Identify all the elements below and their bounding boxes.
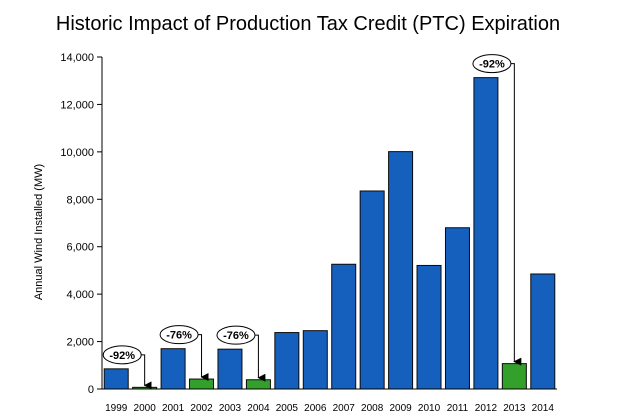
y-tick-label: 4,000	[66, 289, 94, 301]
annotation-bubble	[472, 54, 512, 74]
bar-2012	[473, 77, 499, 390]
x-tick-label: 2006	[304, 403, 327, 414]
annotation-label: -92%	[479, 59, 505, 71]
annotation-bubble	[102, 345, 142, 365]
annotation-3: -76%	[216, 325, 266, 382]
y-axis: 0 2,000 4,000 6,000 8,000 10,000 12,000 14,000	[60, 52, 103, 396]
x-tick-label: 2004	[247, 403, 270, 414]
x-tick-label: 2009	[389, 403, 412, 414]
bar-2001	[160, 348, 186, 390]
x-tick-label: 2014	[532, 403, 555, 414]
annotations: -92% -76% -76% -92%	[102, 54, 522, 390]
annotation-arrow	[507, 63, 522, 366]
annotation-label: -76%	[223, 330, 249, 342]
x-tick-label: 2007	[333, 403, 356, 414]
bar-2003	[217, 348, 243, 390]
bar-2006	[302, 330, 328, 390]
x-tick-label: 2010	[418, 403, 441, 414]
x-tick-label: 2013	[503, 403, 526, 414]
y-tick-label: 0	[88, 384, 94, 396]
x-tick-label: 2002	[190, 403, 213, 414]
annotation-label: -92%	[109, 350, 135, 362]
y-tick-label: 10,000	[60, 147, 94, 159]
x-tick-label: 2012	[475, 403, 498, 414]
x-tick-label: 2003	[219, 403, 242, 414]
annotation-arrow	[251, 334, 266, 382]
annotation-bubble	[216, 325, 256, 345]
bar-2008	[359, 190, 385, 390]
x-tick-label: 1999	[105, 403, 128, 414]
annotation-bubble	[159, 325, 199, 345]
x-tick-label: 2011	[447, 403, 469, 414]
bar-2004	[245, 379, 271, 390]
x-tick-label: 2008	[361, 403, 384, 414]
chart-title: Historic Impact of Production Tax Credit…	[56, 13, 560, 35]
y-axis-label: Annual Wind Installed (MW)	[33, 164, 45, 300]
x-tick-label: 2001	[162, 403, 185, 414]
bar-2002	[189, 378, 215, 390]
bar-1999	[103, 368, 129, 390]
bar-2009	[388, 151, 414, 390]
annotation-2: -76%	[159, 325, 209, 382]
y-tick-label: 8,000	[66, 194, 94, 206]
bar-2014	[530, 273, 556, 390]
x-tick-label: 2000	[134, 403, 157, 414]
bar-2013	[501, 363, 527, 390]
y-tick-label: 2,000	[66, 337, 94, 349]
annotation-label: -76%	[166, 330, 192, 342]
bar-2010	[416, 264, 442, 390]
x-axis: 1999 2000 2001 2002 2003 2004 2005 2006 2007 2008…	[102, 388, 557, 414]
annotation-arrow	[195, 334, 209, 382]
y-tick-label: 12,000	[60, 99, 94, 111]
bar-2005	[274, 332, 300, 390]
bar-2011	[444, 227, 470, 390]
bar-2007	[331, 263, 357, 390]
y-tick-label: 14,000	[60, 52, 94, 64]
x-tick-label: 2005	[276, 403, 299, 414]
y-tick-label: 6,000	[66, 242, 94, 254]
annotation-1: -92%	[102, 345, 152, 390]
annotation-4: -92%	[472, 54, 522, 366]
